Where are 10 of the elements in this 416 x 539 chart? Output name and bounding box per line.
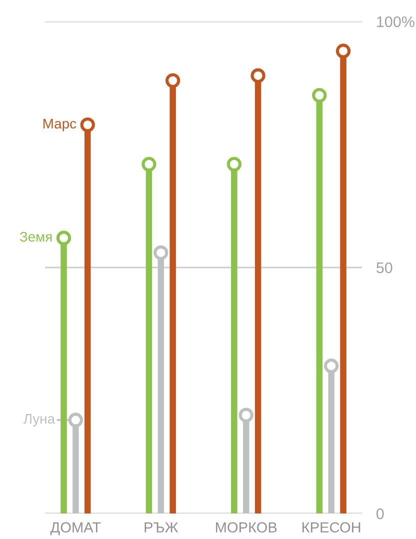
legend-label: Луна bbox=[24, 414, 56, 426]
series-label: Земя bbox=[20, 232, 52, 242]
x-tick-label: МОРКОВ bbox=[216, 522, 277, 533]
y-tick-label: 100% bbox=[377, 16, 414, 28]
x-tick-label: РЪЖ bbox=[144, 522, 178, 532]
series-label: Марс bbox=[44, 118, 76, 132]
y-tick-label: 50 bbox=[376, 262, 392, 274]
x-tick-label: КРЕСОН bbox=[302, 522, 360, 533]
x-tick-label: ДОМАТ bbox=[50, 522, 101, 536]
y-tick-label: 0 bbox=[376, 508, 384, 520]
